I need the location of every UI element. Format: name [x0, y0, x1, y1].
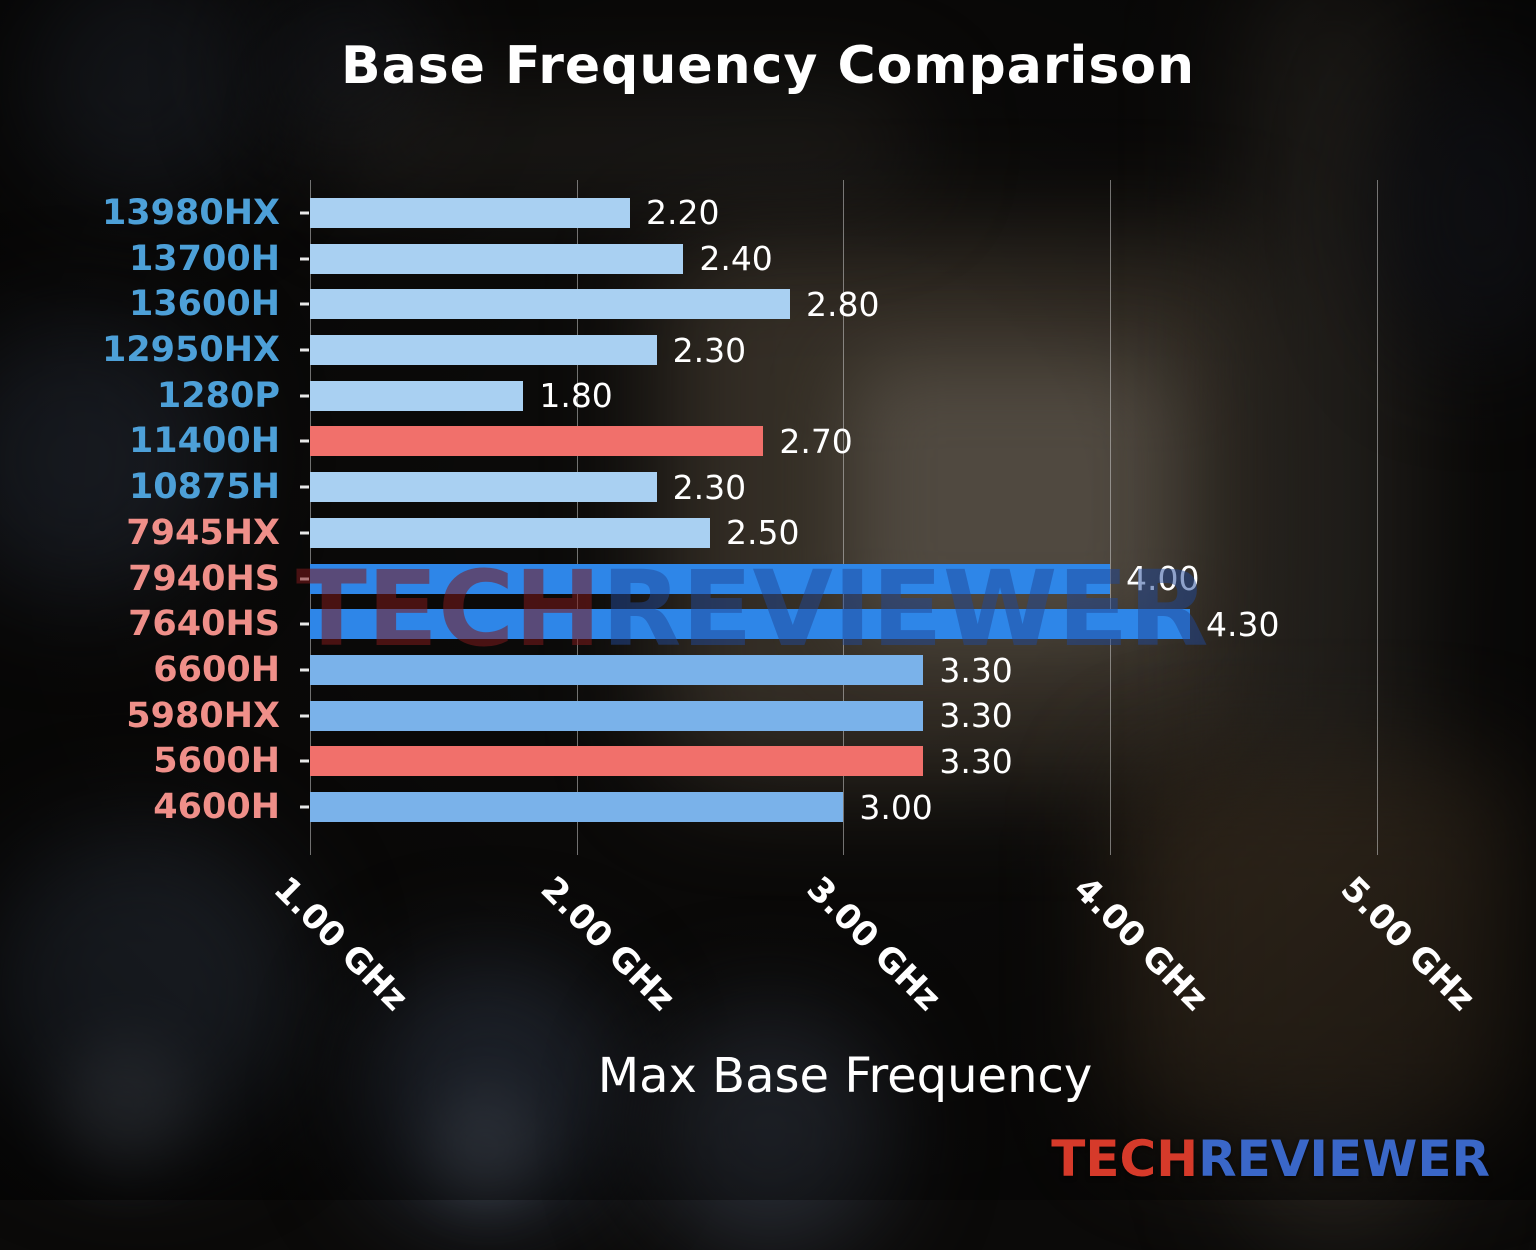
bar-value-label: 4.30 [1206, 604, 1280, 644]
y-axis-label-12950hx: 12950HX [101, 330, 280, 371]
bar-value-label: 3.30 [939, 741, 1013, 781]
bar-value-label: 2.50 [726, 513, 800, 553]
bar-value-label: 2.40 [699, 239, 773, 279]
y-axis-label-13600h: 13600H [128, 284, 280, 325]
bar-13700h [310, 243, 684, 274]
x-axis-tick-label: 3.00 GHz [799, 869, 949, 1019]
y-axis-label-13700h: 13700H [128, 238, 280, 279]
bar-13600h [310, 289, 790, 320]
chart-row-13700h: 2.40 [310, 236, 1470, 282]
chart-row-13980hx: 2.20 [310, 190, 1470, 236]
watermark: TECHREVIEWER [296, 548, 1209, 670]
bar-rows: 2.20 2.40 2.80 2.30 1.80 2.70 2.30 2.50 4.00 4.30… [310, 190, 1470, 830]
y-axis-label-7945hx: 7945HX [126, 512, 280, 553]
y-axis-labels: 13980HX 13700H 13600H 12950HX 1280P 11400H 108… [0, 190, 294, 830]
y-axis-label-5980hx: 5980HX [126, 695, 280, 736]
chart-row-7945hx: 2.50 [310, 510, 1470, 556]
y-axis-label-6600h: 6600H [153, 650, 280, 691]
x-axis-tick-label: 2.00 GHz [532, 869, 683, 1019]
bar-10875h [310, 472, 657, 503]
bar-13980hx [310, 197, 630, 228]
bar-value-label: 2.30 [672, 330, 747, 370]
y-axis-label-7640hs: 7640HS [128, 604, 280, 645]
x-axis-tick-label: 5.00 GHz [1332, 869, 1483, 1019]
bar-5600h [310, 746, 924, 777]
chart-row-1280p: 1.80 [310, 373, 1470, 419]
y-axis-label-13980hx: 13980HX [101, 192, 280, 233]
bar-7945hx [310, 517, 710, 548]
chart-row-13600h: 2.80 [310, 281, 1470, 327]
chart-row-12950hx: 2.30 [310, 327, 1470, 373]
chart-title: Base Frequency Comparison [340, 36, 1196, 96]
x-axis-title: Max Base Frequency [597, 1048, 1093, 1104]
chart-row-4600h: 3.00 [310, 784, 1470, 830]
chart-row-5600h: 3.30 [310, 739, 1470, 785]
y-axis-label-5600h: 5600H [153, 741, 280, 782]
bar-5980hx [310, 700, 924, 731]
bar-value-label: 3.30 [939, 650, 1013, 690]
bar-value-label: 4.00 [1126, 559, 1200, 599]
bar-value-label: 3.30 [939, 696, 1013, 736]
bar-value-label: 2.70 [779, 421, 853, 461]
brand-logo: TECHREVIEWER [1051, 1130, 1490, 1188]
chart-row-11400h: 2.70 [310, 419, 1470, 465]
watermark-reviewer: REVIEWER [601, 548, 1209, 670]
bar-value-label: 2.20 [646, 193, 720, 233]
chart-row-7640hs: 4.30 [310, 601, 1470, 647]
chart-row-7940hs: 4.00 [310, 556, 1470, 602]
y-axis-label-11400h: 11400H [128, 421, 280, 462]
logo-tech: TECH [1051, 1130, 1199, 1188]
chart-row-10875h: 2.30 [310, 464, 1470, 510]
bar-12950hx [310, 335, 657, 366]
bar-6600h [310, 655, 924, 686]
bar-4600h [310, 792, 844, 823]
y-axis-label-1280p: 1280P [156, 375, 280, 416]
plot-area: 2.20 2.40 2.80 2.30 1.80 2.70 2.30 2.50 4.00 4.30… [310, 180, 1470, 855]
bar-value-label: 1.80 [539, 376, 613, 416]
x-axis-tick-label: 1.00 GHz [265, 869, 416, 1019]
bar-1280p [310, 380, 524, 411]
bar-value-label: 3.00 [859, 787, 933, 827]
bar-value-label: 2.30 [672, 467, 747, 507]
y-axis-label-4600h: 4600H [153, 787, 280, 828]
bar-value-label: 2.80 [806, 284, 880, 324]
bar-7940hs [310, 563, 1110, 594]
x-axis-tick-label: 4.00 GHz [1065, 869, 1216, 1019]
watermark-tech: TECH [296, 548, 602, 670]
y-axis-label-7940hs: 7940HS [128, 558, 280, 599]
y-axis-label-10875h: 10875H [128, 467, 280, 508]
bar-7640hs [310, 609, 1190, 640]
bar-11400h [310, 426, 764, 457]
logo-reviewer: REVIEWER [1198, 1130, 1490, 1188]
chart-row-5980hx: 3.30 [310, 693, 1470, 739]
chart-row-6600h: 3.30 [310, 647, 1470, 693]
